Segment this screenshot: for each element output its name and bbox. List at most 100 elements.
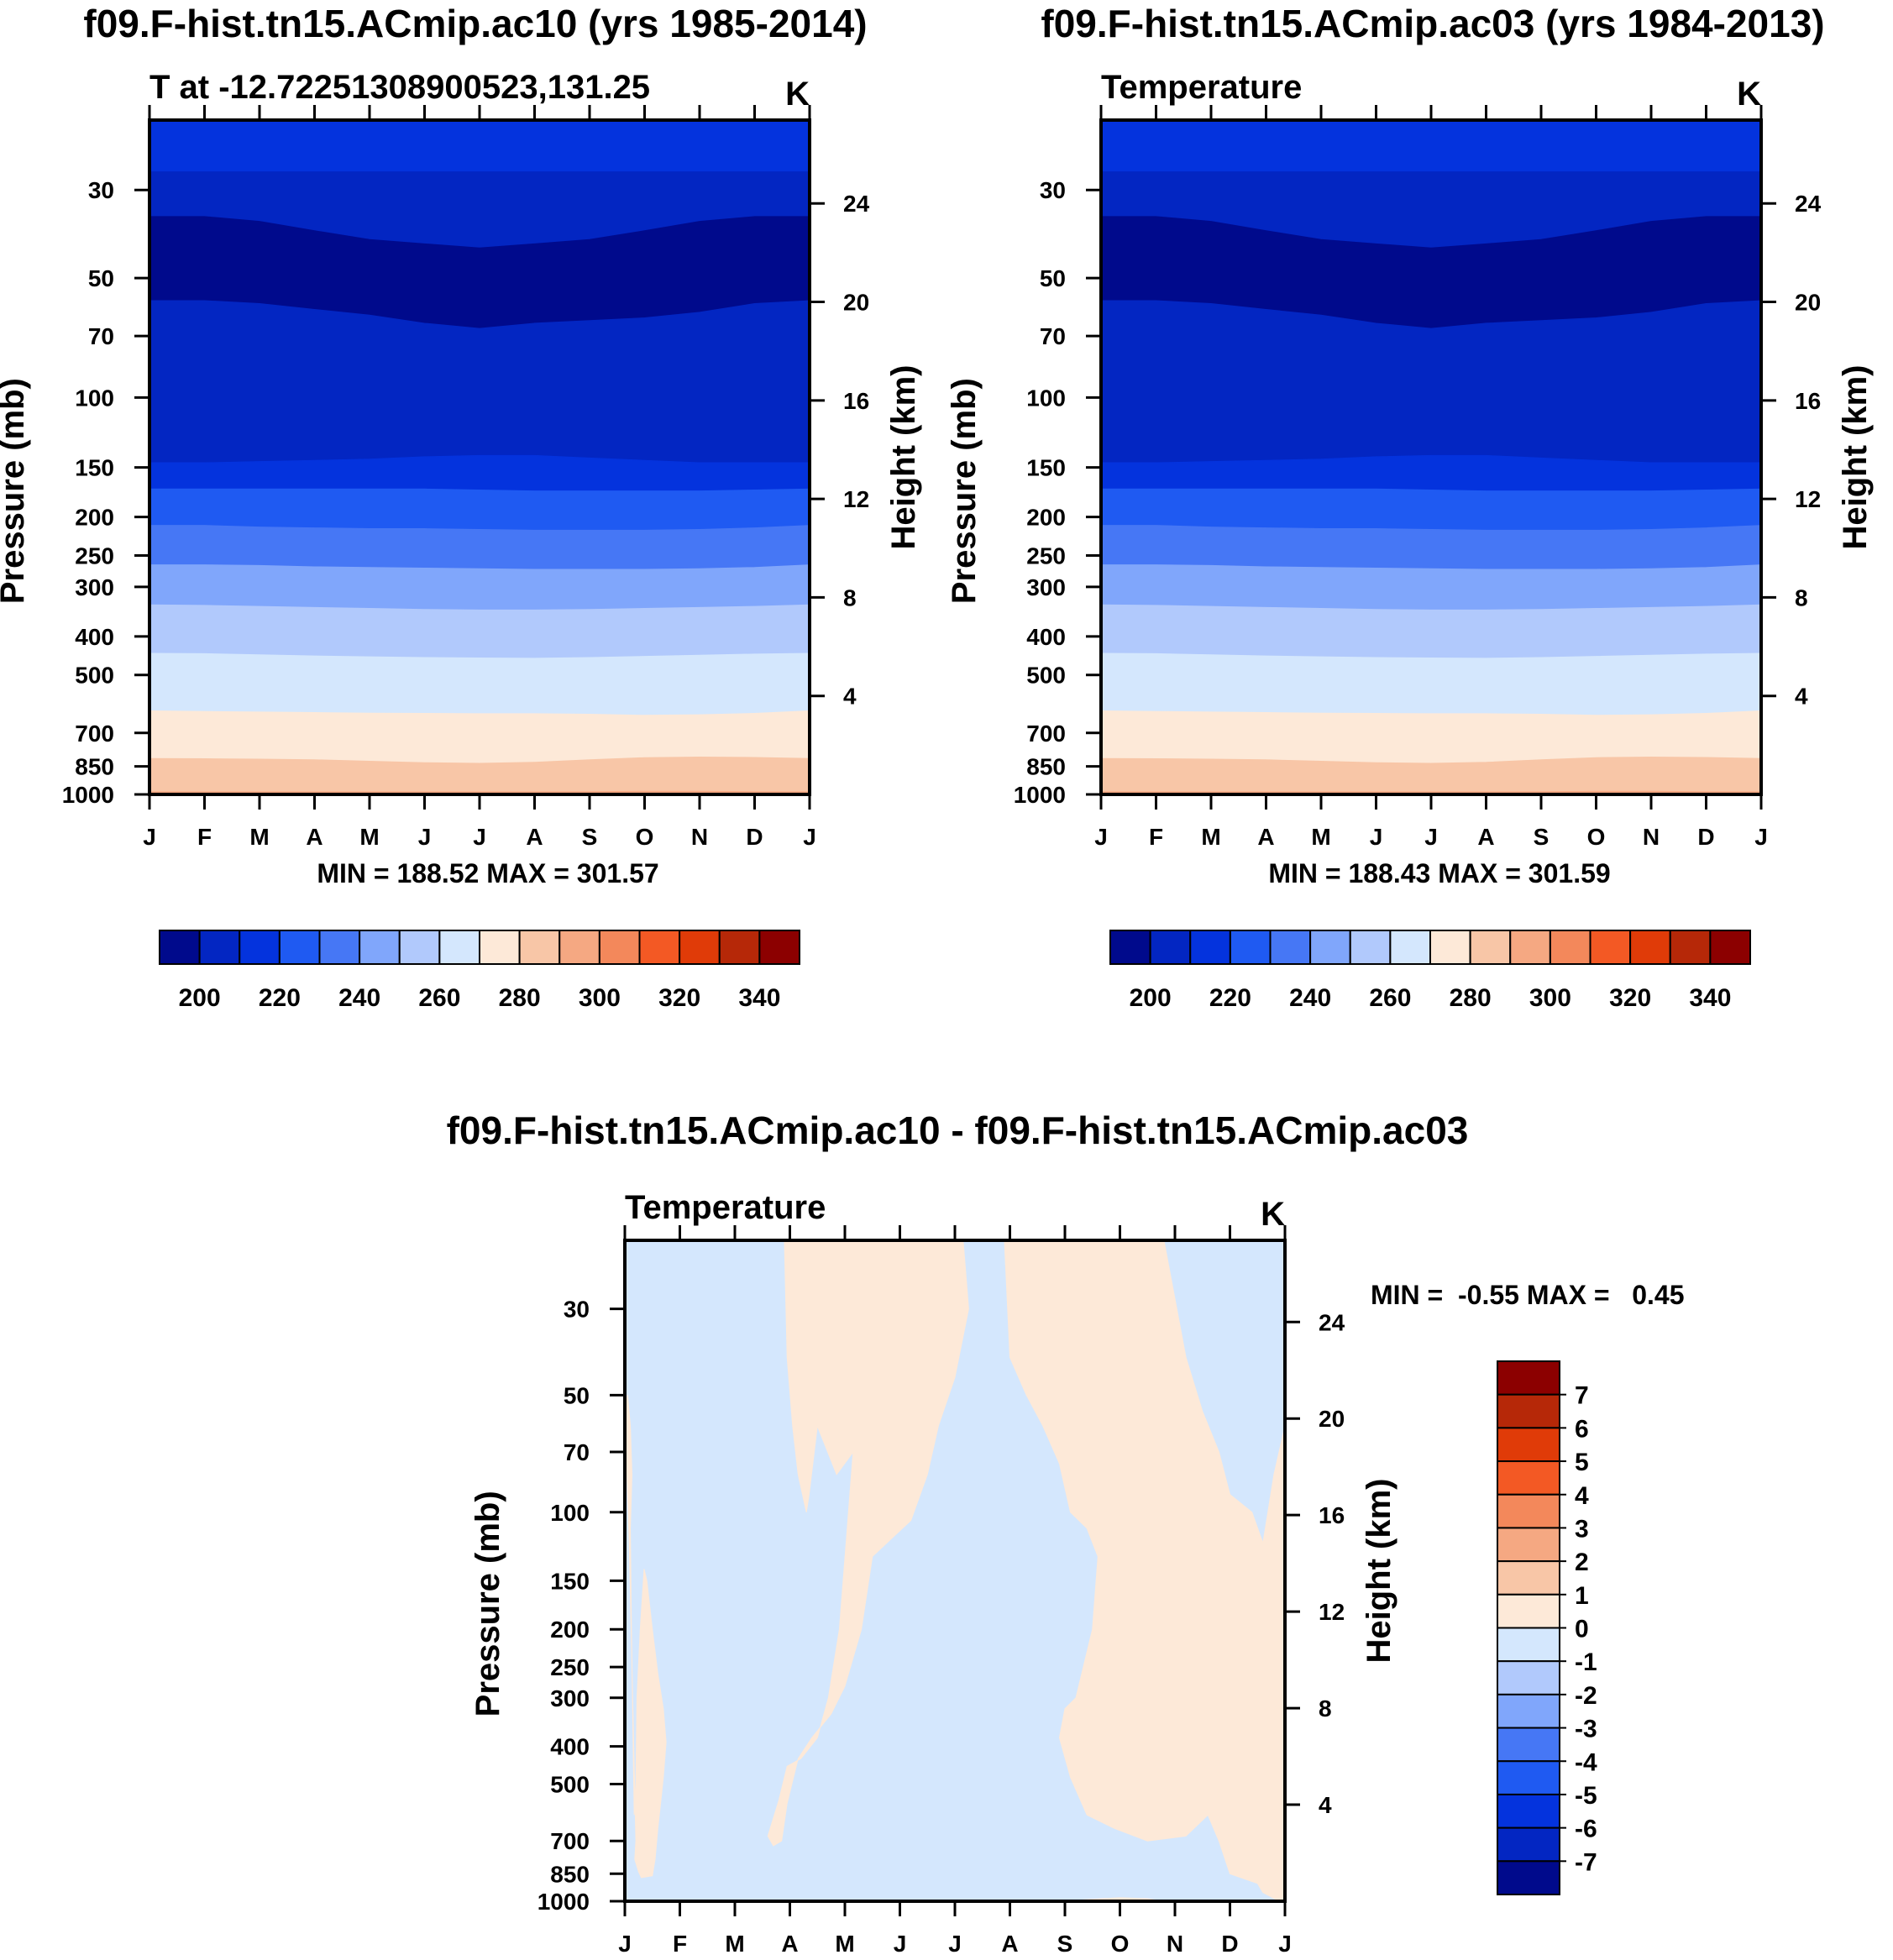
colorbar-box	[1497, 1593, 1560, 1629]
x-tick-label: N	[1167, 1931, 1183, 1957]
colorbar-box	[758, 930, 800, 965]
contour-band	[767, 1239, 969, 1847]
colorbar-label: 240	[1289, 984, 1331, 1012]
contour-band	[624, 1395, 667, 1879]
colorbar-box	[1497, 1860, 1560, 1895]
y-tick-label: 250	[1026, 542, 1066, 569]
colorbar-box	[1669, 930, 1712, 965]
y-tick-label: 50	[564, 1382, 590, 1408]
colorbar-box	[1497, 1660, 1560, 1695]
colorbar-label: 220	[1209, 984, 1251, 1012]
colorbar-label: 300	[1529, 984, 1571, 1012]
height-tick-label: 4	[1795, 684, 1808, 710]
height-tick-label: 4	[843, 684, 857, 710]
colorbar-label: -4	[1575, 1748, 1597, 1776]
colorbar-box	[1109, 930, 1151, 965]
y-tick-label: 700	[75, 721, 114, 747]
y-tick-label: 150	[75, 455, 114, 481]
y-tick-label: 300	[550, 1685, 590, 1711]
y-tick-label: 1000	[1014, 782, 1066, 808]
colorbar-label: 240	[338, 984, 380, 1012]
x-tick-label: J	[473, 824, 486, 850]
x-tick-label: S	[1534, 824, 1550, 850]
y-tick-label: 850	[550, 1861, 590, 1887]
colorbar-box	[1497, 1493, 1560, 1529]
panel-3-ylabel-right: Height (km)	[1361, 1479, 1397, 1664]
panel-1-title: T at -12.72251308900523,131.25	[149, 69, 650, 106]
height-tick-label: 24	[1319, 1309, 1345, 1335]
y-tick-label: 250	[75, 542, 114, 569]
panel-1-min-max: MIN = 188.52 MAX = 301.57	[317, 858, 658, 888]
colorbar-box	[679, 930, 721, 965]
contour-band	[149, 525, 810, 570]
x-tick-label: A	[526, 824, 543, 850]
panel-3-ylabel: Pressure (mb)	[469, 1491, 506, 1716]
contour-band	[1100, 604, 1762, 659]
x-tick-label: S	[1057, 1931, 1073, 1957]
colorbar-box	[198, 930, 241, 965]
x-tick-label: J	[894, 1931, 907, 1957]
contour-band	[1100, 488, 1762, 531]
colorbar-label: 6	[1575, 1415, 1589, 1443]
contour-band	[1004, 1239, 1286, 1902]
panel-2-title: Temperature	[1101, 69, 1302, 106]
y-tick-label: 200	[550, 1617, 590, 1643]
height-tick-label: 16	[843, 388, 869, 414]
y-tick-label: 500	[75, 663, 114, 689]
y-tick-label: 150	[1026, 455, 1066, 481]
y-tick-label: 850	[75, 754, 114, 780]
panel-3-units: K	[1261, 1196, 1285, 1233]
x-tick-label: M	[1201, 824, 1220, 850]
x-tick-label: F	[197, 824, 212, 850]
colorbar-box	[1429, 930, 1471, 965]
top-left-main-title: f09.F-hist.tn15.ACmip.ac10 (yrs 1985-201…	[83, 2, 867, 45]
panel-1-colorbar: 200 220 240 260 280 300 320 340	[159, 930, 800, 1012]
y-tick-label: 30	[564, 1297, 590, 1323]
contour-band	[149, 604, 810, 659]
panel-2-ylabel-right: Height (km)	[1837, 365, 1874, 550]
panel-1-ticks: J F M A M J J A S O N D J 30 50 70 100 150 200 250 300 400 500…	[62, 105, 870, 850]
x-tick-label: A	[1477, 824, 1494, 850]
x-tick-label: O	[1111, 1931, 1130, 1957]
y-tick-label: 700	[550, 1828, 590, 1854]
colorbar-label: 340	[1689, 984, 1731, 1012]
x-tick-label: N	[691, 824, 708, 850]
colorbar-box	[1497, 1627, 1560, 1663]
colorbar-label: 5	[1575, 1449, 1589, 1476]
colorbar-box	[1497, 1693, 1560, 1729]
y-tick-label: 100	[75, 385, 114, 411]
colorbar-label: 320	[658, 984, 700, 1012]
x-tick-label: J	[1370, 824, 1383, 850]
colorbar-box	[1497, 1527, 1560, 1563]
x-tick-label: D	[1697, 824, 1714, 850]
height-tick-label: 8	[843, 584, 857, 611]
colorbar-label: -2	[1575, 1682, 1597, 1710]
height-tick-label: 8	[1319, 1695, 1332, 1722]
y-tick-label: 500	[550, 1772, 590, 1798]
x-tick-label: M	[1311, 824, 1330, 850]
y-tick-label: 100	[1026, 385, 1066, 411]
contour-band	[149, 652, 810, 716]
colorbar-label: 4	[1575, 1482, 1589, 1510]
y-tick-label: 50	[88, 265, 114, 291]
y-tick-label: 200	[1026, 505, 1066, 531]
contour-band	[1100, 119, 1762, 173]
y-tick-label: 150	[550, 1568, 590, 1594]
y-tick-label: 200	[75, 505, 114, 531]
colorbar-label: 200	[179, 984, 221, 1012]
panel-3-contour-fills	[624, 1239, 1286, 1902]
colorbar-label: -3	[1575, 1716, 1597, 1743]
colorbar-label: 280	[499, 984, 541, 1012]
contour-band	[149, 710, 810, 764]
height-tick-label: 12	[1795, 486, 1821, 512]
y-tick-label: 250	[550, 1654, 590, 1680]
colorbar-label: 320	[1609, 984, 1651, 1012]
x-tick-label: J	[143, 824, 156, 850]
panel-2-min-max: MIN = 188.43 MAX = 301.59	[1268, 858, 1610, 888]
colorbar-label: 300	[579, 984, 621, 1012]
x-tick-label: J	[418, 824, 432, 850]
colorbar-label: 220	[259, 984, 301, 1012]
colorbar-box	[1389, 930, 1431, 965]
colorbar-box	[1497, 1727, 1560, 1763]
